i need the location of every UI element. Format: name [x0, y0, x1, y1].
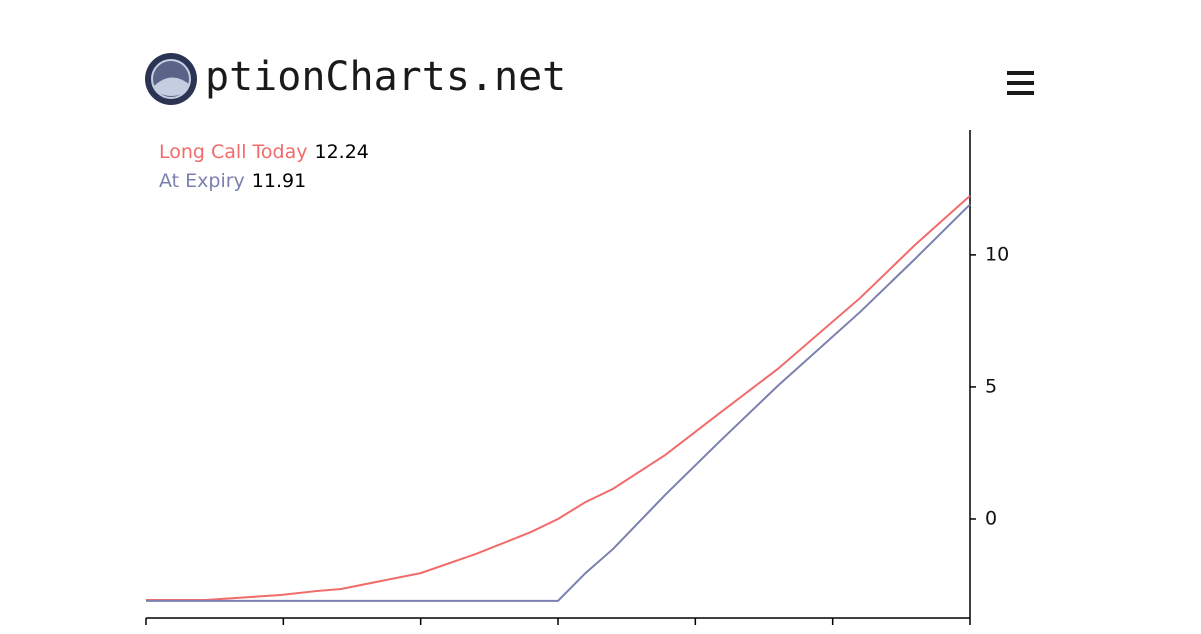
legend-name: Long Call Today — [159, 141, 307, 163]
logo[interactable]: ptionCharts.net — [145, 53, 566, 105]
legend-value: 11.91 — [252, 170, 306, 192]
logo-icon-detail — [154, 77, 189, 96]
y-tick-label: 10 — [985, 243, 1009, 265]
logo-text: ptionCharts.net — [205, 54, 566, 100]
menu-bar — [1007, 81, 1034, 85]
series-line — [146, 195, 971, 602]
menu-bar — [1007, 71, 1034, 75]
y-tick-label: 5 — [985, 375, 997, 397]
y-tick-label: 0 — [985, 507, 997, 529]
menu-bar — [1007, 91, 1034, 95]
chart: 0 5 10 Long Call Today 12.24 At Expiry 11.91 — [145, 130, 1009, 625]
legend-entry: Long Call Today 12.24 — [159, 141, 369, 163]
legend-value: 12.24 — [314, 141, 368, 163]
legend-name: At Expiry — [159, 170, 245, 192]
legend-entry: At Expiry 11.91 — [159, 170, 306, 192]
series-line — [146, 203, 971, 602]
menu-button[interactable] — [1007, 71, 1034, 95]
